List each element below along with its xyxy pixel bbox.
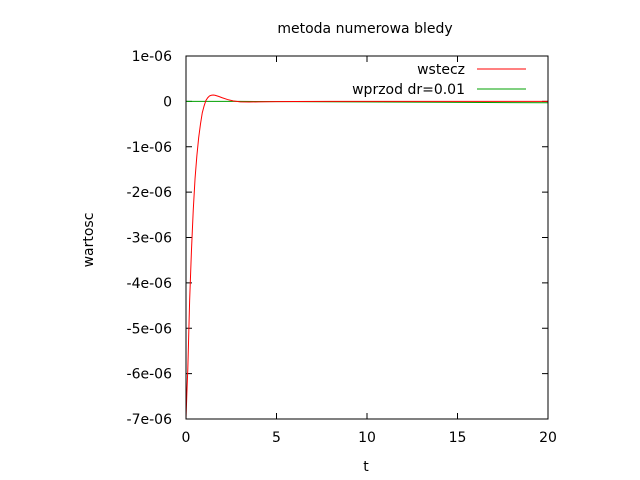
plot-frame [185,55,549,420]
x-tick-label: 10 [358,430,376,446]
y-tick-label: -3e-06 [127,231,173,247]
series [185,94,549,420]
x-tick-label: 0 [182,430,191,446]
y-tick-label: -7e-06 [127,412,173,428]
x-axis-label: t [363,459,369,475]
x-tick-label: 5 [272,430,281,446]
ticks: 0 5 10 15 20 1e-06 0 -1e-06 -2e-06 -3e-06 -4e-06 -5… [127,49,557,446]
y-tick-label: -4e-06 [127,276,173,292]
legend: wstecz wprzod dr=0.01 [352,62,526,98]
y-tick-label: -2e-06 [127,185,173,201]
y-tick-label: 1e-06 [132,49,172,65]
series-line-0 [185,94,548,420]
y-tick-label: -5e-06 [127,321,173,337]
x-tick-label: 20 [539,430,557,446]
y-axis-label: wartosc [81,213,97,268]
x-tick-label: 15 [449,430,467,446]
chart-title: metoda numerowa bledy [277,21,452,37]
legend-label: wprzod dr=0.01 [352,82,465,98]
y-tick-label: 0 [163,94,172,110]
y-tick-label: -1e-06 [127,140,173,156]
legend-label: wstecz [417,62,465,78]
y-tick-label: -6e-06 [127,367,173,383]
